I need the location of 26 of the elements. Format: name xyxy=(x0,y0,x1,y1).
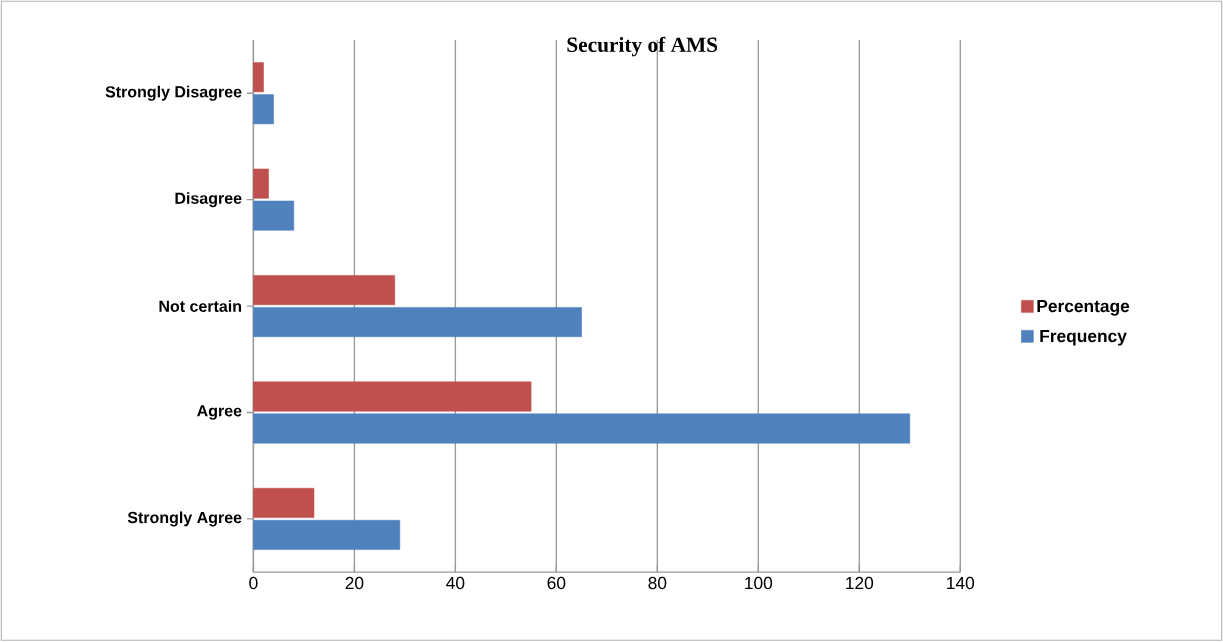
legend-label: Percentage xyxy=(1037,300,1130,316)
x-tick-label: 140 xyxy=(947,577,975,590)
bar xyxy=(253,275,396,306)
bar xyxy=(253,520,401,551)
y-tick-label: Not certain xyxy=(159,300,242,313)
x-tick-label: 120 xyxy=(846,577,874,590)
legend-label: Frequency xyxy=(1040,330,1127,346)
y-tick-label: Strongly Disagree xyxy=(105,85,242,101)
y-tick-label: Strongly Agree xyxy=(127,511,242,527)
bar xyxy=(253,488,315,519)
bar xyxy=(253,381,532,412)
x-tick-label: 0 xyxy=(249,577,258,590)
x-tick-label: 80 xyxy=(648,577,667,590)
bar xyxy=(253,168,269,199)
y-tick-label: Agree xyxy=(197,405,242,420)
bar xyxy=(253,200,295,231)
x-tick-label: 40 xyxy=(446,577,465,590)
bar xyxy=(253,62,264,93)
bar xyxy=(253,307,582,338)
x-tick-label: 20 xyxy=(345,577,364,590)
chart-title: Security of AMS xyxy=(567,36,718,57)
y-tick-label: Disagree xyxy=(175,192,242,208)
bar xyxy=(253,413,911,444)
x-tick-label: 60 xyxy=(547,577,566,590)
x-tick-label: 100 xyxy=(745,577,773,590)
bar xyxy=(253,94,274,125)
